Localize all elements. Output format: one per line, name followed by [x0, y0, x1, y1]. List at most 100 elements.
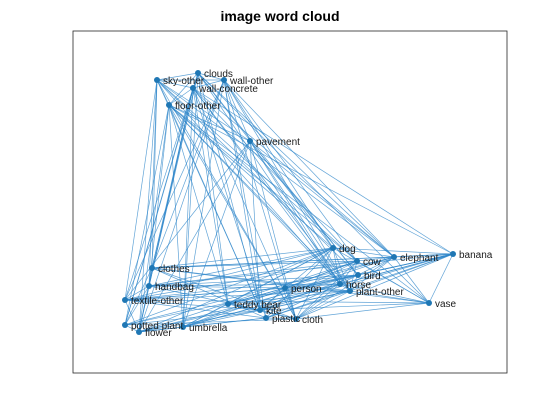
edge-cow-flower [138, 260, 358, 333]
edge-sky-other-wall-concrete [156, 79, 194, 89]
node-person [282, 285, 288, 291]
node-dog [330, 245, 336, 251]
edge-wall-other-cow [223, 79, 358, 262]
node-cloth [293, 316, 299, 322]
edge-wall-concrete-floor-other [168, 87, 194, 106]
node-label-cloth: cloth [302, 315, 323, 326]
edge-banana-plastic [265, 253, 454, 319]
edge-floor-other-horse [168, 104, 341, 285]
edge-plant-other-person [284, 287, 351, 292]
edge-banana-handbag [148, 253, 454, 287]
edge-plant-other-textile-other [124, 290, 351, 301]
edge-floor-other-teddy-bear [168, 104, 229, 305]
edge-clothes-potted-plant [124, 267, 153, 326]
edge-handbag-person [148, 285, 286, 289]
edge-horse-handbag [148, 283, 341, 287]
node-label-umbrella: umbrella [189, 323, 228, 334]
node-label-wall-concrete: wall-concrete [198, 84, 258, 95]
edge-kite-cloth [259, 309, 297, 320]
node-potted-plant [122, 322, 128, 328]
node-label-person: person [291, 284, 322, 295]
edge-floor-other-potted-plant [124, 104, 170, 326]
edge-textile-other-flower [124, 299, 140, 333]
edge-handbag-kite [148, 285, 261, 311]
edge-floor-other-vase [168, 104, 430, 304]
node-bird [355, 272, 361, 278]
edge-floor-other-banana [168, 104, 454, 255]
edge-horse-umbrella [182, 283, 341, 328]
edge-floor-other-handbag [148, 104, 170, 287]
edge-dog-elephant [332, 247, 395, 258]
edge-wall-concrete-cow [192, 87, 358, 262]
edge-floor-other-pavement [168, 104, 251, 142]
edge-person-kite [259, 287, 286, 311]
edge-person-cloth [284, 287, 297, 320]
node-floor-other [166, 102, 172, 108]
edge-vase-clothes [151, 267, 430, 304]
edge-cow-clothes [151, 260, 358, 269]
edge-handbag-potted-plant [124, 285, 150, 326]
edge-banana-clothes [151, 253, 454, 269]
edge-dog-plant-other [332, 247, 351, 292]
edge-teddy-bear-umbrella [182, 303, 229, 328]
node-label-wall-other: wall-other [229, 76, 274, 87]
node-label-handbag: handbag [155, 282, 194, 293]
edge-vase-cloth [295, 302, 430, 320]
node-wall-concrete [190, 85, 196, 91]
edge-clouds-kite [197, 72, 261, 311]
node-label-elephant: elephant [400, 253, 439, 264]
edge-wall-other-flower [138, 79, 225, 333]
node-label-flower: flower [145, 328, 172, 339]
edge-dog-textile-other [124, 247, 334, 301]
node-umbrella [180, 324, 186, 330]
axes-box [72, 30, 508, 374]
edge-horse-flower [138, 283, 341, 333]
node-cow [354, 258, 360, 264]
node-clouds [195, 70, 201, 76]
node-handbag [146, 283, 152, 289]
edge-sky-other-bird [156, 79, 359, 276]
edge-cow-elephant [356, 256, 395, 262]
edge-pavement-kite [249, 140, 261, 311]
edge-banana-cloth [295, 253, 454, 320]
edge-floor-other-cow [168, 104, 358, 262]
edge-dog-flower [138, 247, 334, 333]
edge-bird-person [284, 274, 359, 289]
edge-dog-handbag [148, 247, 334, 287]
edge-wall-other-elephant [223, 79, 395, 258]
nodes-layer [122, 70, 456, 335]
edge-dog-banana [332, 247, 454, 255]
node-vase [426, 300, 432, 306]
edge-plant-other-umbrella [182, 290, 351, 328]
edge-vase-textile-other [124, 299, 430, 304]
node-kite [257, 307, 263, 313]
node-label-bird: bird [364, 271, 381, 282]
edge-pavement-plant-other [249, 140, 351, 292]
node-label-pavement: pavement [256, 137, 300, 148]
edge-textile-other-plastic [124, 299, 267, 319]
edge-wall-other-pavement [223, 79, 251, 142]
edge-dog-potted-plant [124, 247, 334, 326]
node-teddy-bear [225, 301, 231, 307]
node-label-cow: cow [363, 257, 382, 268]
node-banana [450, 251, 456, 257]
edge-cow-textile-other [124, 260, 358, 301]
edge-kite-potted-plant [124, 309, 261, 326]
node-sky-other [154, 77, 160, 83]
edge-elephant-plant-other [349, 256, 395, 292]
node-textile-other [122, 297, 128, 303]
node-clothes [149, 265, 155, 271]
node-label-vase: vase [435, 299, 457, 310]
edge-textile-other-kite [124, 299, 261, 311]
edge-plant-other-cloth [295, 290, 351, 320]
edge-vase-kite [259, 302, 430, 311]
edge-wall-concrete-elephant [192, 87, 395, 258]
plot-title: image word cloud [220, 8, 340, 24]
edge-elephant-cloth [295, 256, 395, 320]
edge-sky-other-pavement [156, 79, 251, 142]
edge-pavement-textile-other [124, 140, 251, 301]
edge-clouds-horse [197, 72, 341, 285]
edge-elephant-vase [393, 256, 430, 304]
